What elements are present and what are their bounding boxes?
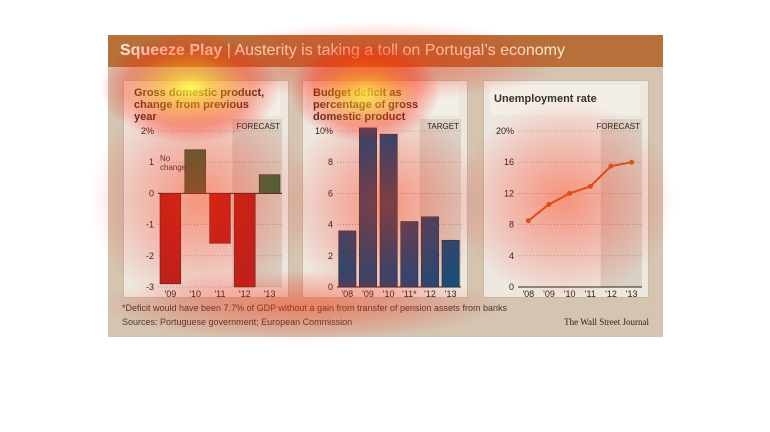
footnote: *Deficit would have been 7.7% of GDP wit…: [122, 303, 508, 313]
unemployment-title: Unemployment rate: [494, 93, 597, 105]
y-tick-label: 1: [149, 157, 154, 167]
title-bar: Squeeze Play | Austerity is taking a tol…: [108, 35, 663, 67]
y-tick-label: 6: [328, 188, 333, 198]
x-tick-label: '11*: [402, 289, 417, 297]
x-tick-label: '09: [165, 289, 177, 297]
y-tick-label: 10%: [315, 126, 333, 136]
x-tick-label: '12: [424, 289, 436, 297]
bar: [338, 230, 357, 288]
bar: [400, 221, 419, 288]
bar: [209, 193, 231, 244]
bar: [379, 133, 398, 288]
unemployment-chart-svg: FORECAST 20% 16 12 8 4 0 '08 '09 '10 '11 '12 '13: [496, 119, 642, 297]
y-tick-label: 8: [509, 220, 514, 230]
x-tick-label: '11: [585, 289, 596, 297]
x-tick-label: '13: [626, 289, 638, 297]
deficit-panel-header: Budget deficit as percentage of gross do…: [309, 85, 459, 123]
forecast-shade: [600, 119, 642, 287]
forecast-label: FORECAST: [236, 122, 280, 131]
bar: [441, 239, 460, 288]
bar: [184, 149, 206, 194]
unemployment-panel: Unemployment rate FORECAST 20% 16 12 8 4 0 '08 '…: [484, 81, 648, 297]
y-tick-label: -1: [146, 220, 154, 230]
chart-graphic: Squeeze Play | Austerity is taking a tol…: [108, 35, 663, 337]
y-tick-label: 12: [504, 188, 514, 198]
annotation-label: No: [160, 154, 171, 163]
annotation-label: change: [160, 163, 187, 172]
x-tick-label: '13: [264, 289, 276, 297]
x-tick-label: '12: [239, 289, 251, 297]
title-separator: |: [222, 42, 235, 59]
y-tick-label: -2: [146, 251, 154, 261]
y-tick-label: 4: [328, 220, 333, 230]
x-tick-label: '10: [383, 289, 395, 297]
gdp-panel-header: Gross domestic product, change from prev…: [130, 85, 280, 123]
y-tick-label: 4: [509, 251, 514, 261]
deficit-chart-svg: TARGET 10% 8 6 4 2 0 '08 '09 '10 '11* '12 '13: [315, 119, 461, 297]
unemployment-panel-header: Unemployment rate: [490, 85, 640, 115]
bar: [359, 127, 377, 288]
x-tick-label: '10: [189, 289, 201, 297]
x-tick-label: '13: [445, 289, 457, 297]
y-tick-label: 2: [328, 251, 333, 261]
gdp-chart-svg: FORECAST 2% 1 0 -1 -2 -3 '09 '10 '11 '12 '13 Nochang…: [141, 119, 282, 297]
y-tick-label: 20%: [496, 126, 514, 136]
x-tick-label: '10: [564, 289, 576, 297]
y-tick-label: 16: [504, 157, 514, 167]
sources: Sources: Portuguese government; European…: [122, 317, 353, 327]
data-point: [546, 201, 552, 207]
y-tick-label: 8: [328, 157, 333, 167]
bar: [159, 193, 182, 285]
data-point: [629, 159, 635, 165]
bar: [258, 174, 281, 194]
x-tick-label: '12: [605, 289, 617, 297]
y-tick-label: 0: [328, 282, 333, 292]
forecast-label: TARGET: [427, 122, 459, 131]
x-tick-label: '09: [543, 289, 555, 297]
title-bold: Squeeze Play: [120, 42, 223, 59]
bar: [421, 216, 439, 288]
y-tick-label: 2%: [141, 126, 154, 136]
deficit-panel: Budget deficit as percentage of gross do…: [303, 81, 467, 297]
x-tick-label: '08: [522, 289, 534, 297]
x-tick-label: '09: [362, 289, 374, 297]
credit: The Wall Street Journal: [564, 317, 649, 327]
forecast-label: FORECAST: [596, 122, 640, 131]
y-tick-label: -3: [146, 282, 154, 292]
data-point: [587, 183, 593, 189]
bar: [234, 193, 256, 288]
y-tick-label: 0: [149, 188, 154, 198]
x-tick-label: '08: [341, 289, 353, 297]
y-tick-label: 0: [509, 282, 514, 292]
data-point: [608, 163, 614, 169]
data-point: [567, 190, 573, 196]
title-rest: Austerity is taking a toll on Portugal’s…: [234, 42, 565, 59]
data-point: [525, 218, 531, 224]
page-title: Squeeze Play | Austerity is taking a tol…: [120, 42, 565, 60]
gdp-panel: Gross domestic product, change from prev…: [124, 81, 288, 297]
x-tick-label: '11: [214, 289, 225, 297]
